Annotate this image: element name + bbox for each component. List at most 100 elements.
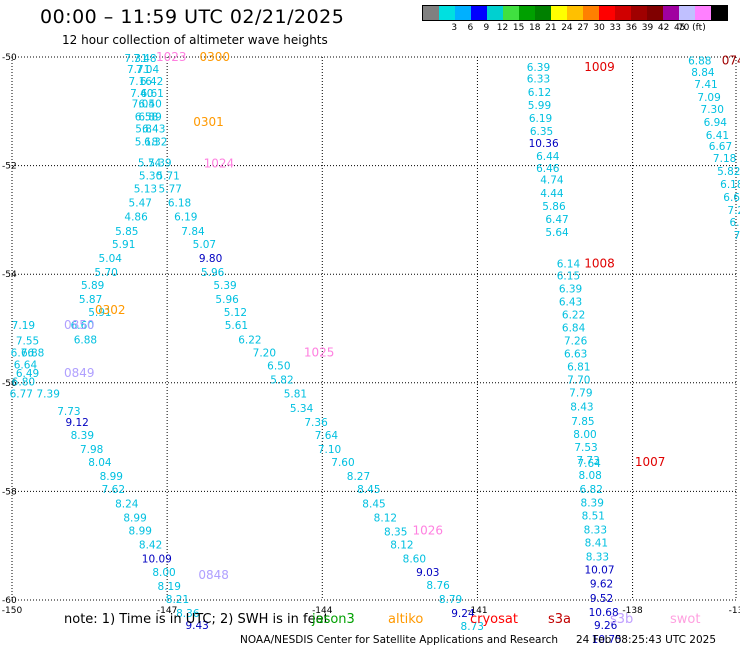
wave-height-value: 6.67 [709,141,732,153]
wave-height-value: 5.47 [129,198,152,210]
legend-label: 21 [545,23,557,33]
wave-height-value: 7.53 [574,442,597,454]
wave-height-value: 7.05 [132,99,155,111]
wave-height-value: 5.89 [81,280,104,292]
wave-height-value: 8.12 [390,540,413,552]
wave-height-value: 5.91 [88,307,111,319]
color-scale-legend: #808080#00e0e0#00b0ff#0000ff#00d0d0#40e0… [422,5,728,35]
x-tick-label: -141 [467,606,487,616]
page-title: 00:00 – 11:59 UTC 02/21/2025 [40,6,345,28]
pass-time-label: 0302 [95,303,126,317]
wave-height-value: 5.30 [139,170,162,182]
legend-label: 27 [577,23,589,33]
legend-swatch: #a00000 [631,6,647,20]
wave-height-value: 8.76 [426,580,450,592]
wave-height-value: 8.27 [347,471,370,483]
wave-height-value: 5.96 [201,267,225,279]
wave-height-value: 8.00 [152,567,175,579]
wave-height-value: 7.71 [127,64,150,76]
wave-height-value: 8.12 [374,512,397,524]
wave-height-value: 6.84 [562,322,586,334]
pass-time-label: 0850 [64,318,95,332]
wave-height-value: 7.20 [253,347,276,359]
wave-height-value: 5.61 [225,320,248,332]
wave-height-value: 7.41 [694,79,717,91]
legend-swatch: #00a000 [519,6,535,20]
color-scale-swatches: #808080#00e0e0#00b0ff#0000ff#00d0d0#40e0… [422,5,728,21]
wave-height-value: 8.79 [439,594,462,606]
wave-height-value: 5.87 [79,294,102,306]
wave-height-value: 7.84 [181,226,205,238]
pass-time-label: 1008 [584,256,615,270]
wave-height-value: 6.89 [138,112,161,124]
wave-height-value: 7.48 [133,53,156,65]
wave-height-value: 7.73 [576,455,599,467]
wave-height-value: 7.19 [12,320,35,332]
y-tick-label: -56 [2,379,17,389]
wave-height-value: 5.13 [134,183,157,195]
wave-height-value: 10.09 [142,554,172,566]
wave-height-value: 6.15 [557,270,580,282]
wave-height-value: 7.09 [697,92,720,104]
legend-swatch: #00d0d0 [487,6,503,20]
credit-line: NOAA/NESDIS Center for Satellite Applica… [240,634,716,646]
wave-height-value: 5.99 [528,100,551,112]
wave-height-value: 9.62 [590,579,613,591]
wave-height-value: 7.30 [701,104,724,116]
x-tick-label: -150 [2,606,23,616]
wave-height-value: 6.50 [267,360,290,372]
wave-height-value: 8.21 [166,594,189,606]
wave-height-value: 9.26 [594,620,618,632]
legend-label: 18 [529,23,541,33]
pass-time-label: 0301 [193,115,224,129]
wave-height-value: 7.62 [102,484,125,496]
wave-height-value: 8.08 [578,470,601,482]
wave-height-value: 8.39 [71,430,94,442]
wave-height-value: 7.26 [727,205,740,217]
wave-height-value: 4.44 [540,188,564,200]
legend-label: 12 [496,23,509,33]
generated-timestamp: 24 Feb 08:25:43 UTC 2025 [576,634,716,646]
wave-height-value: 9.24 [451,608,475,620]
wave-height-value: 5.39 [213,280,236,292]
wave-height-value: 6.67 [723,192,740,204]
wave-height-value: 7.85 [571,416,594,428]
y-tick-label: -50 [2,53,17,63]
wave-height-value: 6.82 [580,484,603,496]
x-tick-label: -147 [157,606,177,616]
wave-height-value: 8.73 [461,621,484,633]
wave-height-value: 8.41 [585,537,608,549]
wave-height-value: 6.39 [559,283,582,295]
wave-height-value: 7.18 [713,153,736,165]
wave-height-value: 5.18 [135,137,158,149]
pass-time-label: 1025 [304,345,335,359]
satellite-altiko: altiko [388,612,424,627]
wave-height-value: 7.55 [16,335,39,347]
legend-swatch: #ff0000 [599,6,615,20]
wave-height-value: 8.33 [584,524,607,536]
pass-time-label: 1023 [156,50,187,64]
wave-height-value: 8.60 [403,554,426,566]
wave-height-value: 6.18 [720,179,740,191]
x-tick-label: -144 [312,606,333,616]
color-scale-labels: 3 6 9 12 15 18 21 24 27 30 33 36 39 42 45 70 (ft) [422,21,728,35]
wave-height-value: 8.43 [570,402,593,414]
x-tick-label: -13 [729,606,740,616]
legend-label: 6 [467,23,474,33]
wave-height-value: 9.52 [590,593,613,605]
legend-label: 42 [657,23,670,33]
wave-height-value: 7.79 [569,388,592,400]
wave-height-value: 6.19 [174,212,197,224]
credit-text: NOAA/NESDIS Center for Satellite Applica… [240,634,558,646]
wave-height-value: 5.64 [545,227,569,239]
wave-height-value: 6.46 [536,163,560,175]
legend-label: 30 [593,23,605,33]
y-tick-label: -54 [2,270,17,280]
legend-swatch: #ffc000 [567,6,583,20]
wave-height-value: 9.43 [185,620,208,632]
pass-time-label: 1007 [635,455,666,469]
pass-time-label: 0849 [64,366,95,380]
wave-height-value: 5.70 [94,267,117,279]
wave-height-value: 5.86 [542,201,566,213]
